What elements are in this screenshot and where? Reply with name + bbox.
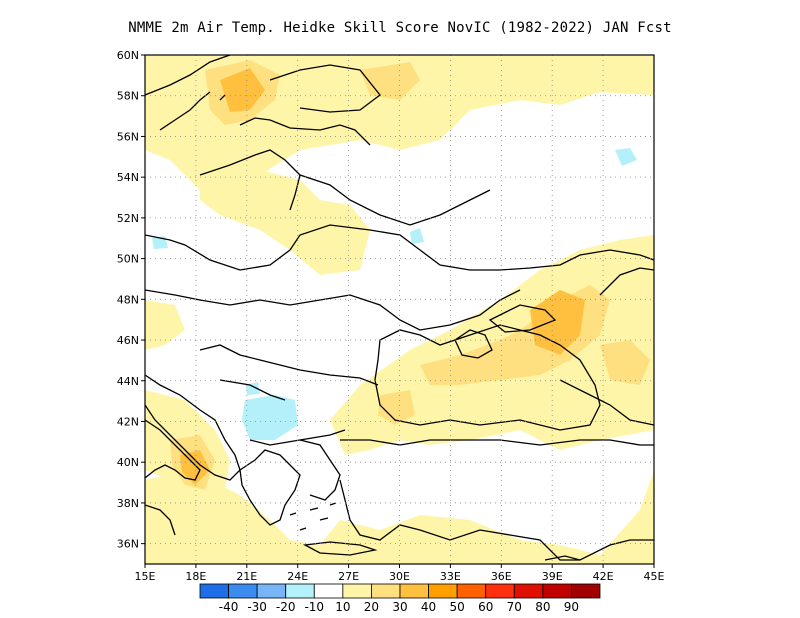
x-tick-label: 30E xyxy=(389,570,410,583)
map-title: NMME 2m Air Temp. Heidke Skill Score Nov… xyxy=(128,20,672,36)
x-tick-label: 33E xyxy=(440,570,461,583)
colorbar-label: 80 xyxy=(535,600,550,614)
x-tick-label: 36E xyxy=(491,570,512,583)
x-axis-ticks: 15E 18E 21E 24E 27E 30E 33E 36E 39E 42E 45E xyxy=(135,564,665,583)
colorbar-label: -40 xyxy=(219,600,239,614)
skill-shading xyxy=(145,55,654,564)
shading-baltic-yellow xyxy=(200,170,370,275)
coastline-finland xyxy=(269,64,381,113)
colorbar-swatch xyxy=(428,583,458,599)
shading-east-orange xyxy=(600,340,650,385)
y-tick-label: 54N xyxy=(117,171,139,184)
coastline-italy xyxy=(145,419,201,536)
y-tick-label: 46N xyxy=(117,334,139,347)
colorbar-swatch xyxy=(313,583,344,599)
y-tick-label: 58N xyxy=(117,90,139,103)
coastline-aegean xyxy=(299,439,341,501)
coastline-azov xyxy=(488,304,557,333)
y-tick-label: 56N xyxy=(117,130,139,143)
x-tick-label: 45E xyxy=(644,570,665,583)
x-tick-label: 18E xyxy=(185,570,206,583)
colorbar-swatch xyxy=(371,583,401,599)
coastline-cyprus xyxy=(544,555,581,561)
colorbar-swatch xyxy=(228,583,258,599)
coastline-baltic xyxy=(199,117,371,211)
colorbar-label: 20 xyxy=(364,600,379,614)
y-axis-ticks: 36N 38N 40N 42N 44N 46N 48N 50N 52N 54N 56N 58N 60N xyxy=(117,49,145,551)
y-tick-label: 44N xyxy=(117,375,139,388)
coastline-greece xyxy=(239,449,301,526)
colorbar-swatch xyxy=(513,583,544,599)
border-caucasus xyxy=(559,379,654,426)
shading-russia-blue xyxy=(615,148,637,166)
y-tick-label: 52N xyxy=(117,212,139,225)
x-tick-label: 39E xyxy=(542,570,563,583)
colorbar-label: 60 xyxy=(478,600,493,614)
colorbar-label: 30 xyxy=(392,600,407,614)
y-tick-label: 38N xyxy=(117,497,139,510)
y-tick-label: 36N xyxy=(117,538,139,551)
border-central-europe xyxy=(145,289,521,331)
colorbar-label: -10 xyxy=(304,600,324,614)
coastline-islands xyxy=(289,502,337,531)
colorbar-label: 10 xyxy=(335,600,350,614)
colorbar-swatch xyxy=(256,583,287,599)
colorbar-swatch xyxy=(399,583,429,599)
coastline-turkey xyxy=(339,439,654,561)
shading-baltic-orange xyxy=(360,62,420,100)
x-tick-label: 42E xyxy=(593,570,614,583)
y-tick-label: 42N xyxy=(117,415,139,428)
x-tick-label: 27E xyxy=(338,570,359,583)
border-belarus-ukraine xyxy=(299,174,491,226)
colorbar-swatch xyxy=(571,583,601,599)
shading-aegean-orange xyxy=(378,390,415,425)
coastline-caspian xyxy=(599,267,654,296)
y-tick-label: 40N xyxy=(117,456,139,469)
colorbar-swatch xyxy=(485,583,515,599)
shading-italy-dark xyxy=(180,450,210,485)
coastline-crimea xyxy=(454,329,493,359)
colorbar-label: 90 xyxy=(564,600,579,614)
shading-balkan-blue xyxy=(242,395,298,440)
colorbar-label: -20 xyxy=(276,600,296,614)
x-tick-label: 21E xyxy=(236,570,257,583)
colorbar: -40 -30 -20 -10 10 20 30 40 50 60 70 80 90 xyxy=(199,583,601,614)
colorbar-label: -30 xyxy=(247,600,267,614)
colorbar-swatch xyxy=(542,583,572,599)
colorbar-label: 50 xyxy=(450,600,465,614)
colorbar-label: 40 xyxy=(421,600,436,614)
coastline-crete xyxy=(302,541,378,556)
map-boundaries xyxy=(145,55,654,561)
y-tick-label: 48N xyxy=(117,293,139,306)
shading-azov-dark xyxy=(530,290,585,355)
colorbar-swatch xyxy=(456,583,487,599)
border-northern-europe xyxy=(145,224,654,271)
x-tick-label: 24E xyxy=(287,570,308,583)
shading-turkey-white xyxy=(380,450,630,520)
colorbar-swatch xyxy=(342,583,372,599)
x-tick-label: 15E xyxy=(135,570,156,583)
coastline-black-sea xyxy=(374,324,601,431)
shading-belarus-blue xyxy=(410,228,424,244)
coastline-scandinavia xyxy=(145,55,231,131)
colorbar-swatch xyxy=(199,583,229,599)
y-tick-label: 60N xyxy=(117,49,139,62)
shading-west-yellow xyxy=(145,300,185,350)
colorbar-label: 70 xyxy=(507,600,522,614)
colorbar-swatch xyxy=(285,583,315,599)
shading-scandinavia-dark xyxy=(220,68,265,112)
y-tick-label: 50N xyxy=(117,253,139,266)
